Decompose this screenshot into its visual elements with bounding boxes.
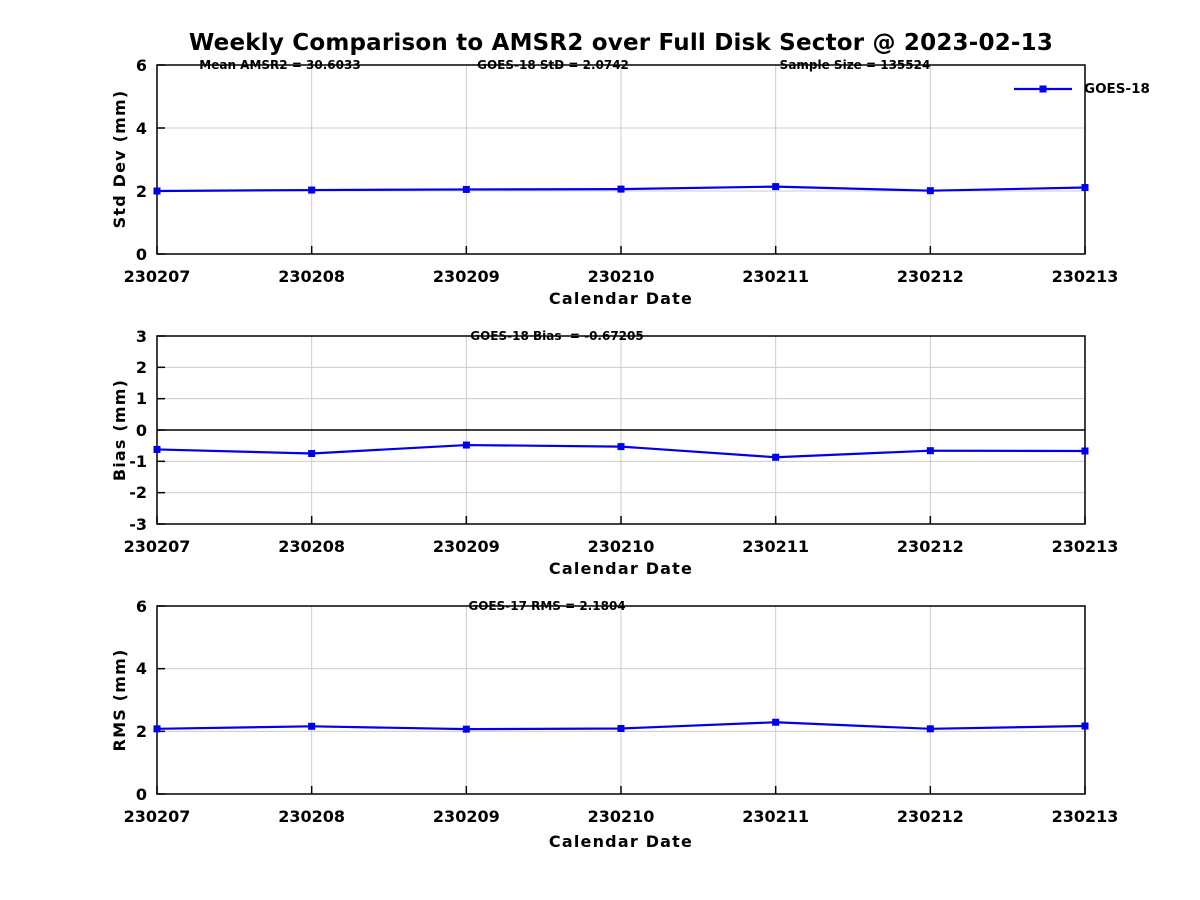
xlabel-calendar-date-1: Calendar Date bbox=[548, 289, 694, 308]
annotation-goes17-rms: GOES-17 RMS = 2.1804 bbox=[468, 599, 626, 613]
x-tick-label: 230211 bbox=[742, 267, 810, 286]
xlabel-calendar-date-3: Calendar Date bbox=[548, 832, 694, 851]
annotation-sample-size: Sample Size = 135524 bbox=[779, 58, 931, 72]
data-marker bbox=[462, 725, 470, 733]
x-tick-label: 230211 bbox=[742, 537, 810, 556]
y-tick-label: 1 bbox=[135, 389, 147, 409]
ylabel-rms: RMS (mm) bbox=[110, 648, 129, 752]
axes-border bbox=[156, 335, 1086, 525]
x-tick-label: 230212 bbox=[896, 267, 964, 286]
xlabel-calendar-date-2: Calendar Date bbox=[548, 559, 694, 578]
data-marker bbox=[617, 185, 625, 193]
y-tick-label: 0 bbox=[135, 420, 147, 440]
x-tick-label: 230208 bbox=[278, 807, 346, 826]
data-marker bbox=[617, 725, 625, 733]
y-tick-label: 0 bbox=[135, 244, 147, 264]
data-marker bbox=[926, 187, 934, 195]
x-tick-label: 230207 bbox=[123, 807, 191, 826]
data-marker bbox=[308, 722, 316, 730]
x-tick-label: 230209 bbox=[432, 267, 500, 286]
legend-marker-icon bbox=[1039, 85, 1047, 93]
data-marker bbox=[153, 187, 161, 195]
x-tick-label: 230209 bbox=[432, 807, 500, 826]
x-tick-label: 230210 bbox=[587, 267, 655, 286]
x-tick-label: 230207 bbox=[123, 537, 191, 556]
data-marker bbox=[926, 725, 934, 733]
data-marker bbox=[772, 183, 780, 191]
y-tick-label: -1 bbox=[129, 451, 147, 471]
x-tick-label: 230209 bbox=[432, 537, 500, 556]
y-tick-label: 2 bbox=[135, 181, 147, 201]
x-tick-label: 230210 bbox=[587, 537, 655, 556]
data-marker bbox=[1081, 447, 1089, 455]
y-tick-label: -2 bbox=[129, 483, 147, 503]
data-marker bbox=[926, 447, 934, 455]
data-marker bbox=[1081, 184, 1089, 192]
legend: GOES-18 bbox=[1010, 78, 1150, 100]
x-tick-label: 230213 bbox=[1051, 537, 1119, 556]
figure-title: Weekly Comparison to AMSR2 over Full Dis… bbox=[188, 30, 1054, 56]
x-tick-label: 230213 bbox=[1051, 267, 1119, 286]
x-tick-label: 230213 bbox=[1051, 807, 1119, 826]
data-marker bbox=[308, 186, 316, 194]
x-tick-label: 230207 bbox=[123, 267, 191, 286]
y-tick-label: 4 bbox=[135, 659, 147, 679]
data-marker bbox=[617, 443, 625, 451]
annotation-mean-amsr2: Mean AMSR2 = 30.6033 bbox=[199, 58, 361, 72]
legend-label: GOES-18 bbox=[1084, 81, 1150, 97]
x-tick-label: 230208 bbox=[278, 267, 346, 286]
data-marker bbox=[308, 450, 316, 457]
y-tick-label: 4 bbox=[135, 118, 147, 138]
data-marker bbox=[153, 725, 161, 733]
x-tick-label: 230212 bbox=[896, 537, 964, 556]
annotation-goes18-bias: GOES-18 Bias = -0.67205 bbox=[470, 329, 644, 343]
y-tick-label: 3 bbox=[135, 326, 147, 346]
data-marker bbox=[462, 185, 470, 193]
y-tick-label: 0 bbox=[135, 784, 147, 804]
data-marker bbox=[153, 445, 161, 453]
data-marker bbox=[772, 453, 780, 461]
y-tick-label: 2 bbox=[135, 721, 147, 741]
x-tick-label: 230208 bbox=[278, 537, 346, 556]
y-tick-label: 2 bbox=[135, 357, 147, 377]
legend-line-sample bbox=[1014, 85, 1072, 93]
data-marker bbox=[462, 441, 470, 449]
annotation-goes18-std: GOES-18 StD = 2.0742 bbox=[477, 58, 629, 72]
y-tick-label: -3 bbox=[129, 514, 147, 534]
ylabel-stddev: Std Dev (mm) bbox=[110, 89, 129, 229]
data-marker bbox=[1081, 722, 1089, 730]
x-tick-label: 230212 bbox=[896, 807, 964, 826]
y-tick-label: 6 bbox=[135, 596, 147, 616]
axes-border bbox=[156, 605, 1086, 795]
x-tick-label: 230211 bbox=[742, 807, 810, 826]
y-tick-label: 6 bbox=[135, 55, 147, 75]
data-marker bbox=[772, 718, 780, 726]
axes-border bbox=[156, 64, 1086, 255]
x-tick-label: 230210 bbox=[587, 807, 655, 826]
